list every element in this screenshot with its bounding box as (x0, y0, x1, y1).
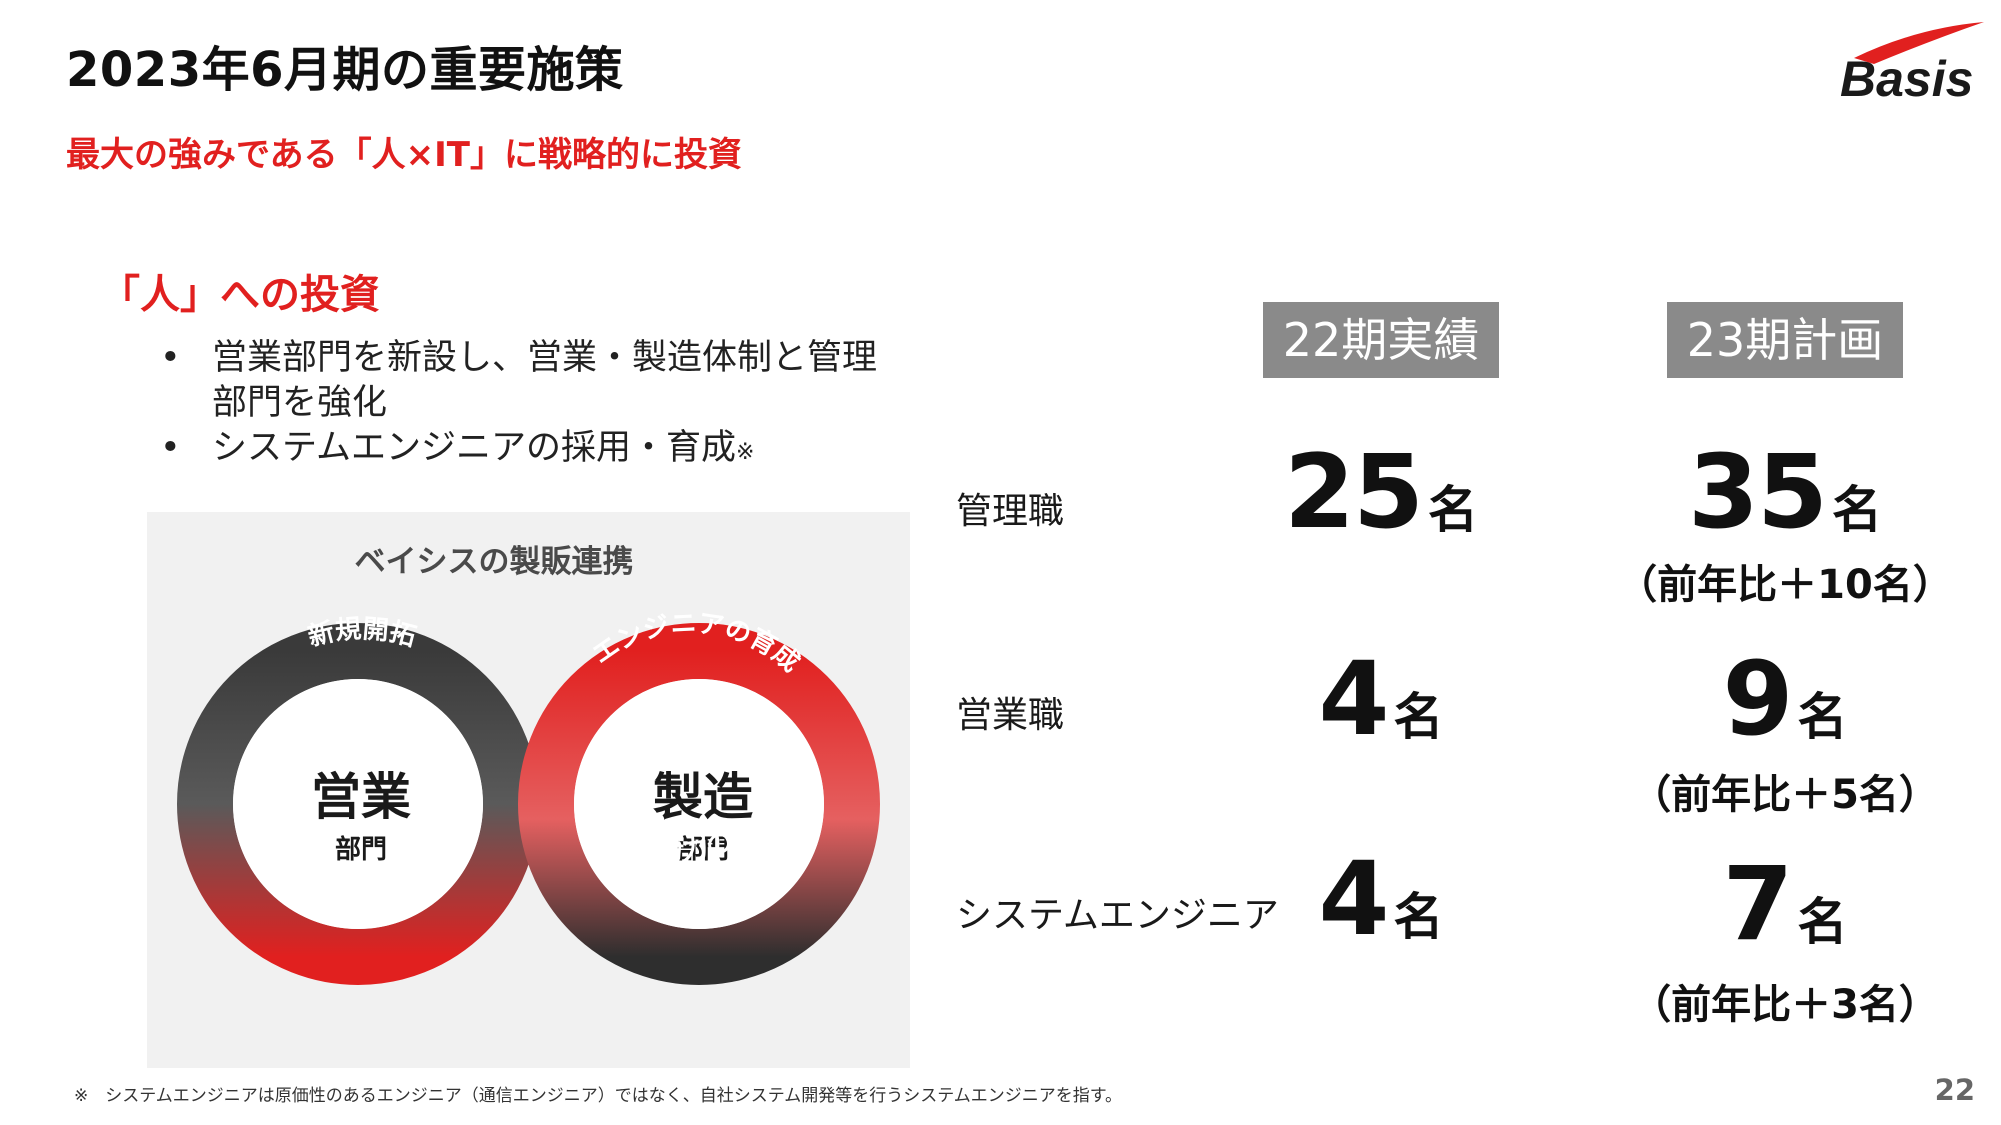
value-unit: 名 (1427, 481, 1478, 539)
page-title: 2023年6月期の重要施策 (66, 42, 624, 98)
production-dept-sub: 部門 (677, 835, 729, 865)
production-dept-label: 製造 (653, 768, 753, 826)
footnote-mark: ※ (735, 440, 755, 465)
sales-dept-label: 営業 (311, 768, 411, 826)
bullet-dot: • (160, 338, 181, 378)
logo-swoosh (1854, 22, 1984, 64)
column-header-fy22-actual: 22期実績 (1263, 302, 1499, 378)
section-heading: 「人」への投資 (100, 272, 380, 318)
bullet-item: • 営業部門を新設し、営業・製造体制と管理部門を強化 (160, 336, 880, 426)
value-number: 4 (1318, 840, 1390, 959)
sales-production-diagram: ベイシスの製販連携 営業 部門 製造 部門 新規開拓 既存顧客深耕 エンジニアの… (177, 544, 880, 985)
page-number: 22 (1934, 1073, 1975, 1107)
value-number: 4 (1318, 640, 1390, 759)
bullet-text: 営業部門を新設し、営業・製造体制と管理部門を強化 (212, 338, 878, 423)
sales-ring (177, 623, 539, 985)
bullet-list: • 営業部門を新設し、営業・製造体制と管理部門を強化 • システムエンジニアの採… (160, 336, 880, 475)
row-label-system-engineer: システムエンジニア (956, 895, 1279, 936)
fy23-management-value: 35 名 (1635, 433, 1935, 552)
yoy-sales: （前年比＋5名） (1631, 772, 1939, 818)
value-unit: 名 (1797, 688, 1848, 746)
bullet-text: システムエンジニアの採用・育成 (212, 428, 736, 468)
column-header-fy23-plan: 23期計画 (1667, 302, 1903, 378)
row-label-sales: 営業職 (956, 695, 1065, 736)
sales-dept-sub: 部門 (335, 835, 387, 865)
value-unit: 名 (1797, 893, 1848, 951)
bullet-dot: • (160, 428, 181, 468)
yoy-engineer: （前年比＋3名） (1631, 982, 1939, 1028)
bullet-item: • システムエンジニアの採用・育成※ (160, 426, 880, 475)
value-number: 9 (1722, 640, 1794, 759)
footnote: ※ システムエンジニアは原価性のあるエンジニア（通信エンジニア）ではなく、自社シ… (74, 1086, 1123, 1106)
value-unit: 名 (1393, 888, 1444, 946)
diagram-title: ベイシスの製販連携 (355, 544, 634, 580)
value-number: 25 (1284, 433, 1424, 552)
diagram-panel: ベイシスの製販連携 営業 部門 製造 部門 新規開拓 既存顧客深耕 エンジニアの… (147, 512, 910, 1068)
page-subtitle: 最大の強みである「人×IT」に戦略的に投資 (66, 135, 742, 175)
logo-text: Basis (1840, 51, 1973, 104)
value-number: 35 (1688, 433, 1828, 552)
fy22-management-value: 25 名 (1231, 433, 1531, 552)
yoy-management: （前年比＋10名） (1617, 562, 1953, 608)
production-ring (518, 623, 880, 985)
row-label-management: 管理職 (956, 491, 1065, 532)
production-ring-center (574, 679, 824, 929)
value-number: 7 (1722, 845, 1794, 964)
sales-ring-center (233, 679, 483, 929)
value-unit: 名 (1831, 481, 1882, 539)
value-unit: 名 (1393, 688, 1444, 746)
basis-logo: Basis (1840, 22, 1984, 104)
